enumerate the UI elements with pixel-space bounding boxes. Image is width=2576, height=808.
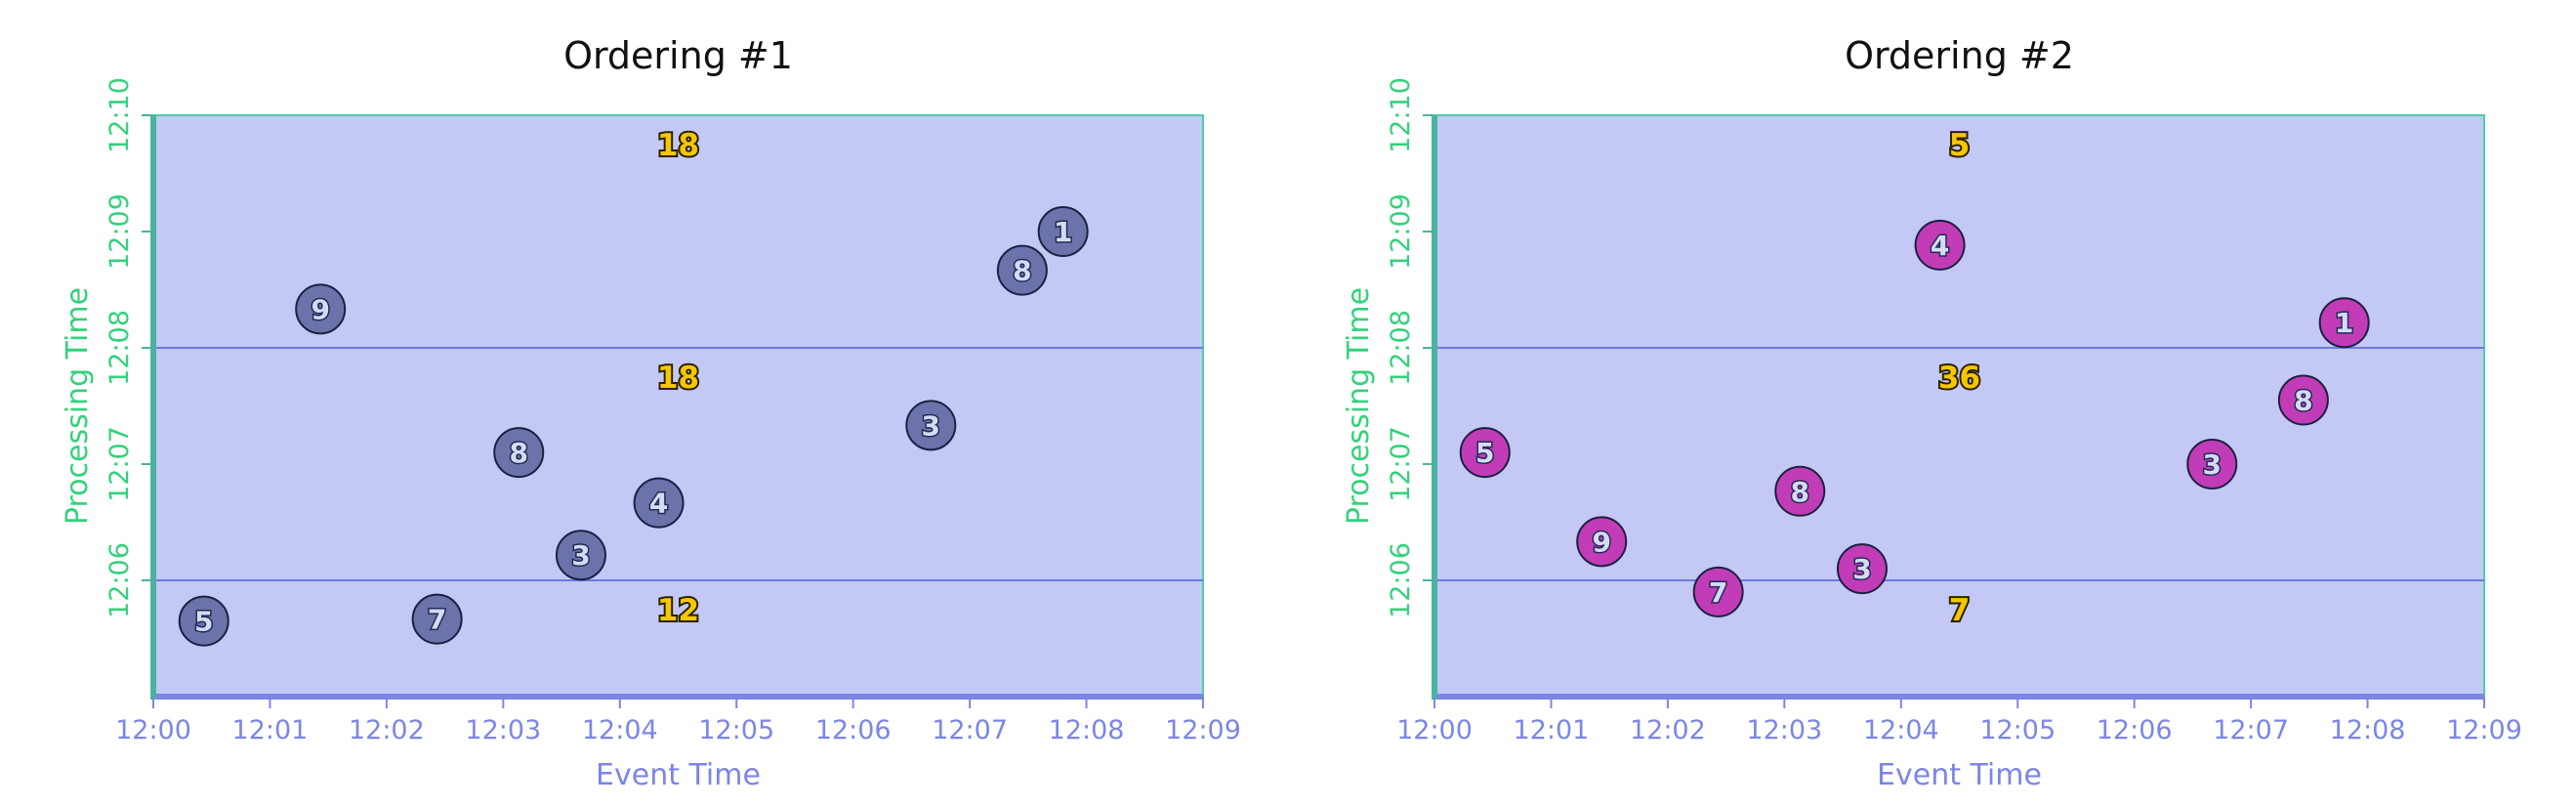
- chart-1-data-point-label: 4: [649, 488, 668, 520]
- chart-2-data-point: [1914, 219, 1966, 271]
- chart-1-data-point-label: 9: [311, 293, 329, 325]
- chart-2-x-tick-label: 12:06: [2097, 715, 2173, 745]
- chart-1-window-sum: 12: [657, 593, 699, 628]
- chart-1-x-axis-label: Event Time: [596, 758, 761, 792]
- chart-1-x-tick-label: 12:07: [932, 715, 1008, 745]
- chart-2-x-tick-label: 12:01: [1514, 715, 1590, 745]
- chart-1-data-point: [295, 283, 347, 335]
- chart-2-y-tick-label: 12:06: [1386, 542, 1416, 618]
- chart-1-x-tick-label: 12:08: [1049, 715, 1125, 745]
- chart-2-window-sum: 7: [1949, 593, 1971, 628]
- chart-1-y-tick-label: 12:07: [104, 426, 135, 502]
- chart-1-x-tick-label: 12:02: [349, 715, 425, 745]
- chart-2-x-tick-label: 12:08: [2330, 715, 2406, 745]
- chart-1-x-tick-label: 12:01: [232, 715, 309, 745]
- chart-2-y-tick-label: 12:07: [1386, 426, 1416, 502]
- chart-1-y-tick-label: 12:09: [104, 193, 135, 270]
- chart-2-window-sum: 36: [1938, 361, 1980, 396]
- chart-2-data-point-label: 8: [2294, 385, 2312, 417]
- chart-2-data-point: [1836, 543, 1888, 595]
- chart-2-x-tick-label: 12:07: [2213, 715, 2289, 745]
- chart-1-data-point: [996, 244, 1048, 296]
- chart-1-title: Ordering #1: [563, 34, 793, 77]
- chart-2-y-tick-label: 12:10: [1386, 77, 1416, 153]
- chart-2-data-point-label: 8: [1791, 476, 1809, 508]
- chart-2-x-axis-label: Event Time: [1877, 758, 2042, 792]
- chart-1-x-tick-label: 12:04: [582, 715, 658, 745]
- chart-1-data-point: [411, 593, 463, 645]
- chart-1-y-axis-label: Processing Time: [61, 287, 95, 525]
- chart-ordering-2: 12:00 12:01 12:02 12:03 12:04 12:05 12:06 12:07…: [1342, 34, 2522, 792]
- chart-2-data-point: [1774, 465, 1826, 517]
- chart-1-data-point: [178, 595, 229, 647]
- chart-2-y-axis-label: Processing Time: [1342, 287, 1376, 525]
- chart-1-x-tick-label: 12:09: [1165, 715, 1241, 745]
- chart-2-data-point-label: 1: [2335, 307, 2353, 339]
- chart-2-title: Ordering #2: [1845, 34, 2074, 77]
- chart-1-y-tick-label: 12:06: [104, 542, 135, 618]
- chart-1-x-tick-label: 12:05: [698, 715, 774, 745]
- chart-1-data-point-label: 3: [922, 409, 940, 442]
- chart-1-x-tick-label: 12:03: [465, 715, 541, 745]
- chart-2-data-point-label: 3: [2203, 448, 2222, 481]
- chart-2-data-point: [1459, 427, 1511, 479]
- chart-1-window-sum: 18: [657, 128, 699, 163]
- chart-2-data-point: [2186, 439, 2238, 489]
- chart-2-y-tick-label: 12:08: [1386, 310, 1416, 386]
- chart-2-data-point: [2318, 297, 2370, 349]
- chart-1-data-point: [905, 400, 957, 451]
- chart-1-data-point: [633, 477, 685, 529]
- chart-1-data-point: [1037, 206, 1089, 257]
- chart-2-x-tick-label: 12:00: [1396, 715, 1473, 745]
- chart-1-data-point-label: 1: [1054, 216, 1072, 248]
- chart-2-data-point-label: 9: [1592, 526, 1610, 558]
- chart-1-data-point-label: 7: [428, 604, 446, 636]
- chart-2-data-point-label: 3: [1852, 553, 1871, 585]
- chart-2-data-point: [2277, 374, 2329, 426]
- chart-ordering-1: 12:00 12:01 12:02 12:03 12:04 12:05 12:06 12:07…: [61, 34, 1241, 792]
- chart-2-data-point: [1576, 516, 1628, 568]
- chart-1-data-point: [555, 530, 606, 581]
- chart-1-data-point-label: 8: [510, 437, 528, 469]
- chart-1-data-point-label: 5: [194, 606, 213, 638]
- chart-1-data-point: [493, 427, 545, 479]
- chart-1-data-point-label: 8: [1013, 255, 1031, 287]
- chart-2-data-point-label: 5: [1475, 437, 1494, 469]
- chart-1-x-tick-label: 12:06: [815, 715, 892, 745]
- chart-2-x-tick-label: 12:02: [1630, 715, 1706, 745]
- chart-2-x-tick-label: 12:03: [1746, 715, 1822, 745]
- chart-2-window-sum: 5: [1949, 128, 1971, 163]
- chart-2-data-point-label: 4: [1931, 230, 1949, 262]
- chart-1-y-tick-label: 12:08: [104, 310, 135, 386]
- chart-1-plot-area: [152, 114, 1204, 698]
- chart-2-x-tick-label: 12:09: [2446, 715, 2522, 745]
- chart-2-x-tick-label: 12:05: [1979, 715, 2056, 745]
- chart-1-window-sum: 18: [657, 361, 699, 396]
- chart-1-x-tick-label: 12:00: [115, 715, 191, 745]
- chart-1-data-point-label: 3: [571, 539, 590, 572]
- chart-2-data-point: [1692, 566, 1744, 617]
- chart-1-y-tick-label: 12:10: [104, 77, 135, 153]
- chart-2-y-tick-label: 12:09: [1386, 193, 1416, 270]
- chart-2-x-tick-label: 12:04: [1863, 715, 1939, 745]
- chart-2-data-point-label: 7: [1709, 576, 1727, 609]
